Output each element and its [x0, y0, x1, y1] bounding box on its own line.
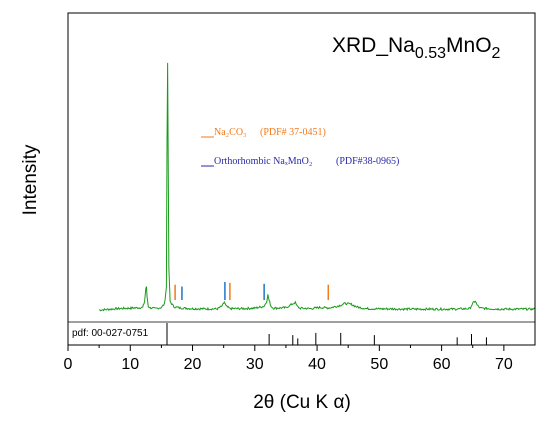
x-tick-label-0: 0: [64, 356, 73, 373]
reference-layer: [166, 282, 487, 345]
chart-title: XRD_Na0.53MnO2: [332, 34, 501, 62]
xrd-pattern-line: [98, 62, 536, 312]
legend: Na₂CO₃ (PDF# 37-0451) Orthorhombic NaₓMn…: [201, 127, 399, 167]
x-tick-label-10: 10: [121, 356, 139, 373]
x-tick-label-60: 60: [433, 356, 451, 373]
x-tick-label-70: 70: [495, 356, 513, 373]
x-axis-title: 2θ (Cu K α): [253, 392, 351, 413]
x-tick-label-50: 50: [370, 356, 388, 373]
axis-layer: 0 10 20 30 40 50 60 70: [64, 12, 536, 373]
x-tick-label-30: 30: [246, 356, 264, 373]
plot-frame: [67, 12, 536, 346]
legend-label-orthorhombic: Orthorhombic NaₓMnO₂: [214, 156, 312, 167]
legend-pdf-na2co3: (PDF# 37-0451): [260, 127, 326, 138]
pdf-reference-label: pdf: 00-027-0751: [72, 328, 149, 339]
y-axis-title: Intensity: [20, 144, 41, 215]
legend-pdf-orthorhombic: (PDF#38-0965): [336, 156, 399, 167]
data-line-layer: [98, 62, 536, 312]
legend-label-na2co3: Na₂CO₃: [214, 127, 247, 138]
x-tick-label-20: 20: [184, 356, 202, 373]
x-tick-label-40: 40: [308, 356, 326, 373]
